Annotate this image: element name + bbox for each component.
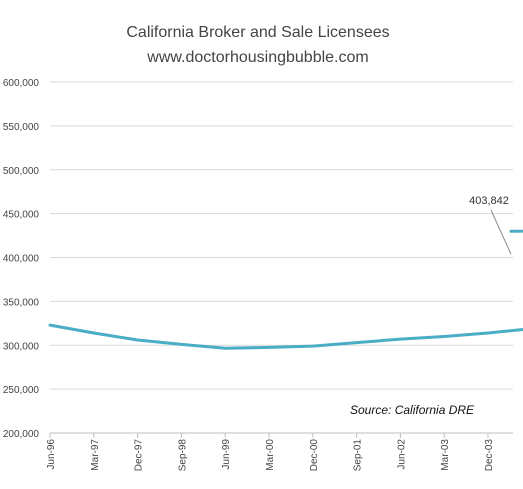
y-tick-label: 450,000	[3, 210, 40, 221]
x-tick-label: Mar-00	[265, 439, 276, 471]
x-tick-label: Jun-99	[221, 439, 232, 470]
latest-annotation: 403,842	[469, 195, 509, 207]
x-tick-label: Dec-00	[309, 439, 320, 472]
data-points	[50, 133, 523, 349]
series-line	[48, 229, 523, 350]
source-note: Source: California DRE	[350, 403, 475, 417]
x-tick-label: Sep-98	[177, 439, 188, 472]
chart-title: California Broker and Sale Licensees	[126, 24, 389, 41]
x-tick-label: Dec-03	[484, 439, 495, 472]
y-tick-label: 500,000	[3, 166, 40, 177]
x-axis: Jun-96 Mar-97 Dec-97 Sep-98 Jun-99 Mar-00 Dec-…	[46, 433, 495, 472]
x-tick-label: Dec-97	[134, 439, 145, 472]
y-tick-label: 350,000	[3, 297, 40, 308]
x-tick-label: Mar-97	[90, 439, 101, 471]
x-tick-label: Jun-02	[396, 439, 407, 470]
gridlines	[50, 81, 513, 390]
x-tick-label: Mar-03	[440, 439, 451, 471]
x-tick-label: Sep-01	[353, 439, 364, 472]
y-tick-label: 200,000	[3, 429, 40, 440]
y-tick-label: 300,000	[3, 341, 40, 352]
y-tick-label: 600,000	[3, 78, 40, 89]
y-axis: 200,000 250,000 300,000 350,000 400,000 450,0…	[3, 78, 40, 440]
annotation-leader	[490, 209, 512, 255]
x-tick-label: Jun-96	[46, 439, 57, 470]
y-tick-label: 550,000	[3, 122, 40, 133]
y-tick-label: 400,000	[3, 254, 40, 265]
y-tick-label: 250,000	[3, 385, 40, 396]
chart-subtitle: www.doctorhousingbubble.com	[146, 49, 368, 66]
annotations: 542,267403,842	[469, 195, 512, 255]
